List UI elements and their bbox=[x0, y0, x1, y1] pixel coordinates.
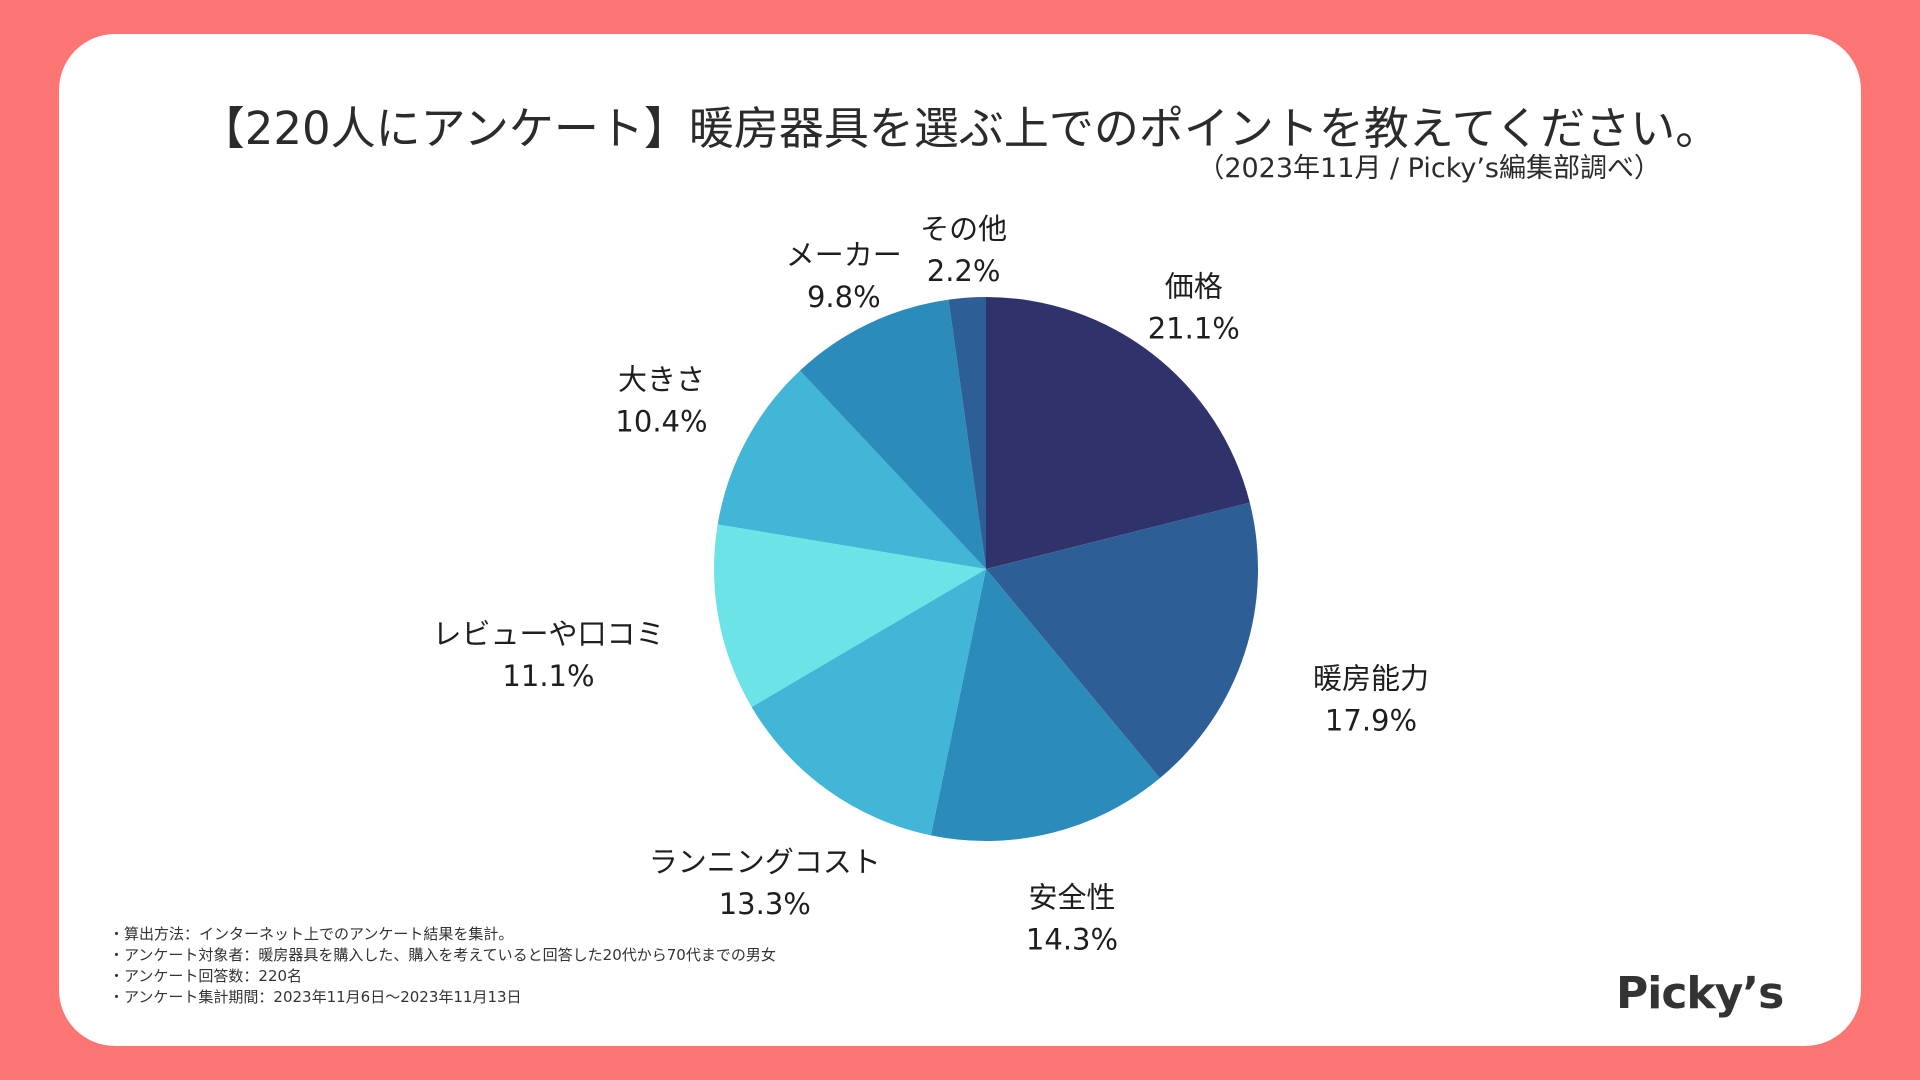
slice-category-label: 暖房能力 bbox=[1313, 662, 1429, 696]
slice-category-label: レビューや口コミ bbox=[432, 617, 664, 651]
slice-value-label: 10.4% bbox=[615, 404, 707, 438]
pie-chart: 価格 21.1% 暖房能力 17.9% 安全性 14.3% ランニングコスト 13.3% レビュ… bbox=[432, 212, 1429, 957]
slice-category-label: ランニングコスト bbox=[649, 845, 881, 879]
chart-title: 【220人にアンケート】暖房器具を選ぶ上でのポイントを教えてください。 bbox=[199, 102, 1721, 155]
slice-category-label: メーカー bbox=[786, 238, 902, 272]
slice-category-label: 価格 bbox=[1165, 269, 1223, 303]
slice-category-label: その他 bbox=[920, 212, 1007, 246]
note-target: ・アンケート対象者：暖房器具を購入した、購入を考えていると回答した20代から70… bbox=[109, 946, 776, 964]
pie-slice-3 bbox=[930, 569, 1160, 841]
slice-value-label: 17.9% bbox=[1325, 704, 1417, 738]
brand-logo: Picky’s bbox=[1616, 968, 1784, 1019]
note-count: ・アンケート回答数：220名 bbox=[109, 967, 303, 985]
slice-value-label: 13.3% bbox=[719, 887, 811, 921]
pie-slice-6 bbox=[717, 370, 986, 569]
chart-subtitle: （2023年11月 / Picky’s編集部調べ） bbox=[1197, 153, 1661, 184]
pie-slice-1 bbox=[986, 297, 1250, 569]
note-period: ・アンケート集計期間：2023年11月6日〜2023年11月13日 bbox=[109, 988, 522, 1006]
note-method: ・算出方法：インターネット上でのアンケート結果を集計。 bbox=[109, 925, 514, 943]
pie-slice-5 bbox=[713, 524, 986, 707]
slice-value-label: 2.2% bbox=[927, 254, 1001, 288]
slice-category-label: 安全性 bbox=[1028, 880, 1115, 914]
slice-value-label: 9.8% bbox=[807, 280, 881, 314]
slice-value-label: 11.1% bbox=[502, 659, 594, 693]
survey-notes: ・算出方法：インターネット上でのアンケート結果を集計。 ・アンケート対象者：暖房… bbox=[109, 924, 776, 1008]
pie-slice-4 bbox=[751, 569, 986, 836]
slice-value-label: 14.3% bbox=[1026, 922, 1118, 956]
chart-card: 【220人にアンケート】暖房器具を選ぶ上でのポイントを教えてください。 （202… bbox=[59, 34, 1861, 1046]
slice-value-label: 21.1% bbox=[1148, 311, 1240, 345]
slice-category-label: 大きさ bbox=[618, 362, 705, 396]
pie-slice-7 bbox=[799, 299, 986, 569]
pie-slice-8 bbox=[948, 297, 986, 569]
pie-slice-2 bbox=[986, 502, 1259, 779]
